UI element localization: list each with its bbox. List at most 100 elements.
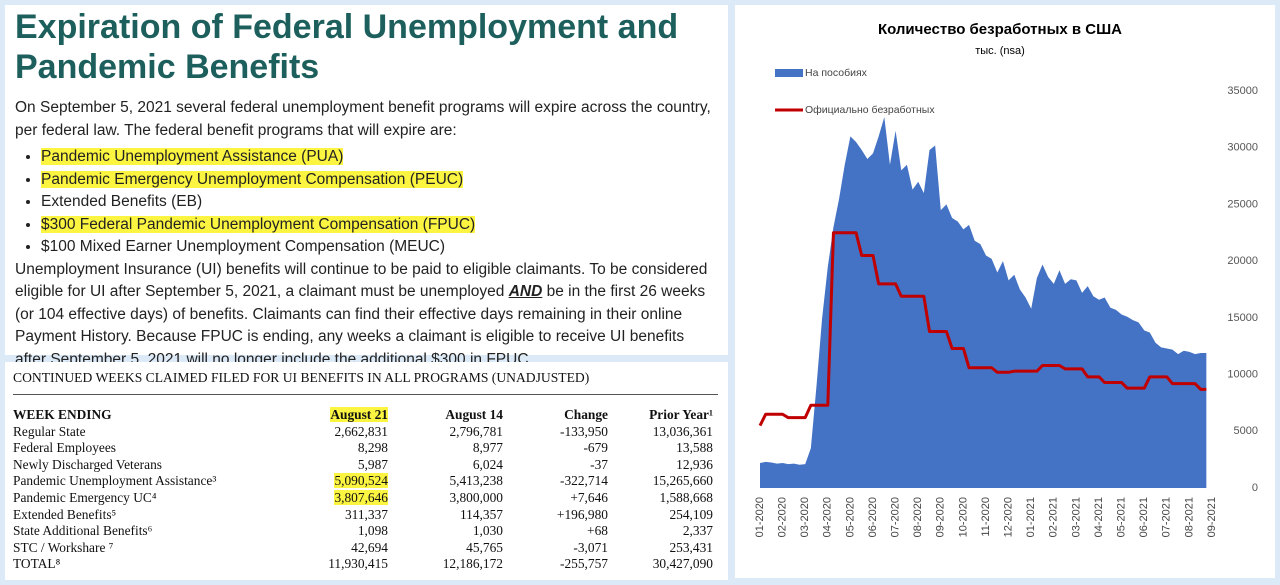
y-tick-label: 35000 (1227, 85, 1258, 97)
x-tick-label: 02-2021 (1048, 497, 1060, 537)
cell-text: August 21 (330, 407, 388, 422)
line (758, 231, 1207, 427)
table-cell: 12,936 (608, 457, 713, 474)
cell-text: 5,413,238 (449, 473, 503, 489)
cell-text: Extended Benefits⁵ (13, 506, 117, 522)
table-cell: Extended Benefits⁵ (13, 507, 268, 524)
legend-label: Официально безработных (805, 104, 935, 116)
table-cell: 254,109 (608, 507, 713, 524)
table-cell: 8,298 (268, 440, 388, 457)
cell-text: 30,427,090 (652, 556, 713, 572)
table-cell: +7,646 (503, 490, 608, 507)
table-row: STC / Workshare ⁷ 42,694 45,765 -3,071 253,4… (13, 540, 713, 557)
table-cell: WEEK ENDING (13, 407, 268, 424)
table-panel: CONTINUED WEEKS CLAIMED FILED FOR UI BEN… (5, 362, 728, 580)
table-cell: Change (503, 407, 608, 424)
table-cell: 8,977 (388, 440, 503, 457)
table-cell: +68 (503, 523, 608, 540)
table-row: Extended Benefits⁵ 311,337 114,357 +196,980… (13, 507, 713, 524)
cell-text: Federal Employees (13, 440, 116, 456)
x-tick-label: 07-2020 (890, 497, 902, 537)
cell-text: Regular State (13, 423, 86, 439)
y-tick-label: 25000 (1227, 198, 1258, 210)
table-cell: +196,980 (503, 507, 608, 524)
bullet: $300 Federal Pandemic Unemployment Compe… (41, 214, 718, 237)
cell-text: Pandemic Unemployment Assistance³ (13, 473, 217, 489)
cell-text: 311,337 (344, 506, 388, 522)
table-title: CONTINUED WEEKS CLAIMED FILED FOR UI BEN… (13, 370, 718, 395)
cell-text: +7,646 (570, 489, 608, 505)
x-tick-label: 05-2021 (1116, 497, 1128, 537)
x-tick-label: 01-2021 (1025, 497, 1037, 537)
bullet-text: $300 Federal Pandemic Unemployment Compe… (41, 215, 476, 233)
table-cell: 3,800,000 (388, 490, 503, 507)
bullet: $100 Mixed Earner Unemployment Compensat… (41, 236, 718, 259)
table: WEEK ENDING August 21 August 14 Change Prior… (13, 407, 713, 573)
cell-text: Pandemic Emergency UC⁴ (13, 489, 157, 505)
table-cell: -133,950 (503, 424, 608, 441)
table-cell: Prior Year¹ (608, 407, 713, 424)
table-cell: 1,030 (388, 523, 503, 540)
cell-text: 45,765 (466, 539, 503, 555)
cell-text: 5,987 (357, 456, 388, 472)
table-cell: August 14 (388, 407, 503, 424)
cell-text: TOTAL⁸ (13, 556, 61, 572)
cell-text: 1,030 (472, 523, 503, 539)
bullet: Pandemic Unemployment Assistance (PUA) (41, 146, 718, 169)
intro: On September 5, 2021 several federal une… (15, 99, 711, 139)
cell-text: 2,662,831 (334, 423, 388, 439)
cell-text: 5,090,524 (334, 473, 388, 489)
cell-text: -322,714 (560, 473, 608, 489)
table-cell: Newly Discharged Veterans (13, 457, 268, 474)
cell-text: Change (564, 407, 608, 422)
bullet: Pandemic Emergency Unemployment Compensa… (41, 169, 718, 192)
cell-text: -3,071 (573, 539, 608, 555)
table-cell: 11,930,415 (268, 556, 388, 573)
table-cell: 5,090,524 (268, 473, 388, 490)
table-cell: -322,714 (503, 473, 608, 490)
cell-text: 13,036,361 (652, 423, 713, 439)
cell-text: +68 (587, 523, 608, 539)
chart-panel: Количество безработных в США тыс. (nsa) … (735, 5, 1275, 578)
table-row: Federal Employees 8,298 8,977 -679 13,588 (13, 440, 713, 457)
legend-label: На пособиях (805, 67, 868, 79)
table-cell: 30,427,090 (608, 556, 713, 573)
cell-text: 12,186,172 (442, 556, 503, 572)
emphasis: AND (508, 283, 543, 300)
cell-text: WEEK ENDING (13, 407, 112, 422)
table-cell: -255,757 (503, 556, 608, 573)
cell-text: Prior Year¹ (649, 407, 713, 422)
x-tick-label: 06-2020 (867, 497, 879, 537)
bullet-text: Pandemic Emergency Unemployment Compensa… (41, 170, 464, 188)
area (760, 117, 1207, 489)
y-tick-label: 5000 (1234, 425, 1258, 437)
table-cell: 42,694 (268, 540, 388, 557)
table-cell: STC / Workshare ⁷ (13, 540, 268, 557)
y-tick-label: 15000 (1227, 312, 1258, 324)
chart-title: Количество безработных в США (878, 21, 1122, 38)
cell-text: -679 (583, 440, 608, 456)
table-cell: 12,186,172 (388, 556, 503, 573)
bullet-text: Extended Benefits (EB) (41, 193, 203, 210)
table-cell: -37 (503, 457, 608, 474)
cell-text: 15,265,660 (652, 473, 713, 489)
cell-text: STC / Workshare ⁷ (13, 539, 114, 555)
cell-text: 12,936 (676, 456, 713, 472)
chart: Количество безработных в США тыс. (nsa) … (754, 21, 1258, 537)
cell-text: -255,757 (560, 556, 608, 572)
x-tick-label: 03-2020 (799, 497, 811, 537)
table-cell: 3,807,646 (268, 489, 388, 507)
x-tick-label: 04-2020 (822, 497, 834, 537)
table-cell: 13,588 (608, 440, 713, 457)
cell-text: 254,109 (669, 506, 713, 522)
x-tick-label: 09-2021 (1206, 497, 1218, 537)
table-cell: 6,024 (388, 457, 503, 474)
cell-text: State Additional Benefits⁶ (13, 523, 153, 539)
body-text: Unemployment Insurance (UI) benefits wil… (15, 260, 708, 301)
bullet-text: Pandemic Unemployment Assistance (PUA) (41, 148, 344, 165)
table-row: Regular State 2,662,831 2,796,781 -133,950 1… (13, 424, 713, 441)
doc-title: Expiration of Federal Unemployment and P… (15, 8, 679, 86)
table-cell: TOTAL⁸ (13, 556, 268, 573)
table-cell: August 21 (268, 407, 388, 424)
table-cell: 5,987 (268, 457, 388, 474)
